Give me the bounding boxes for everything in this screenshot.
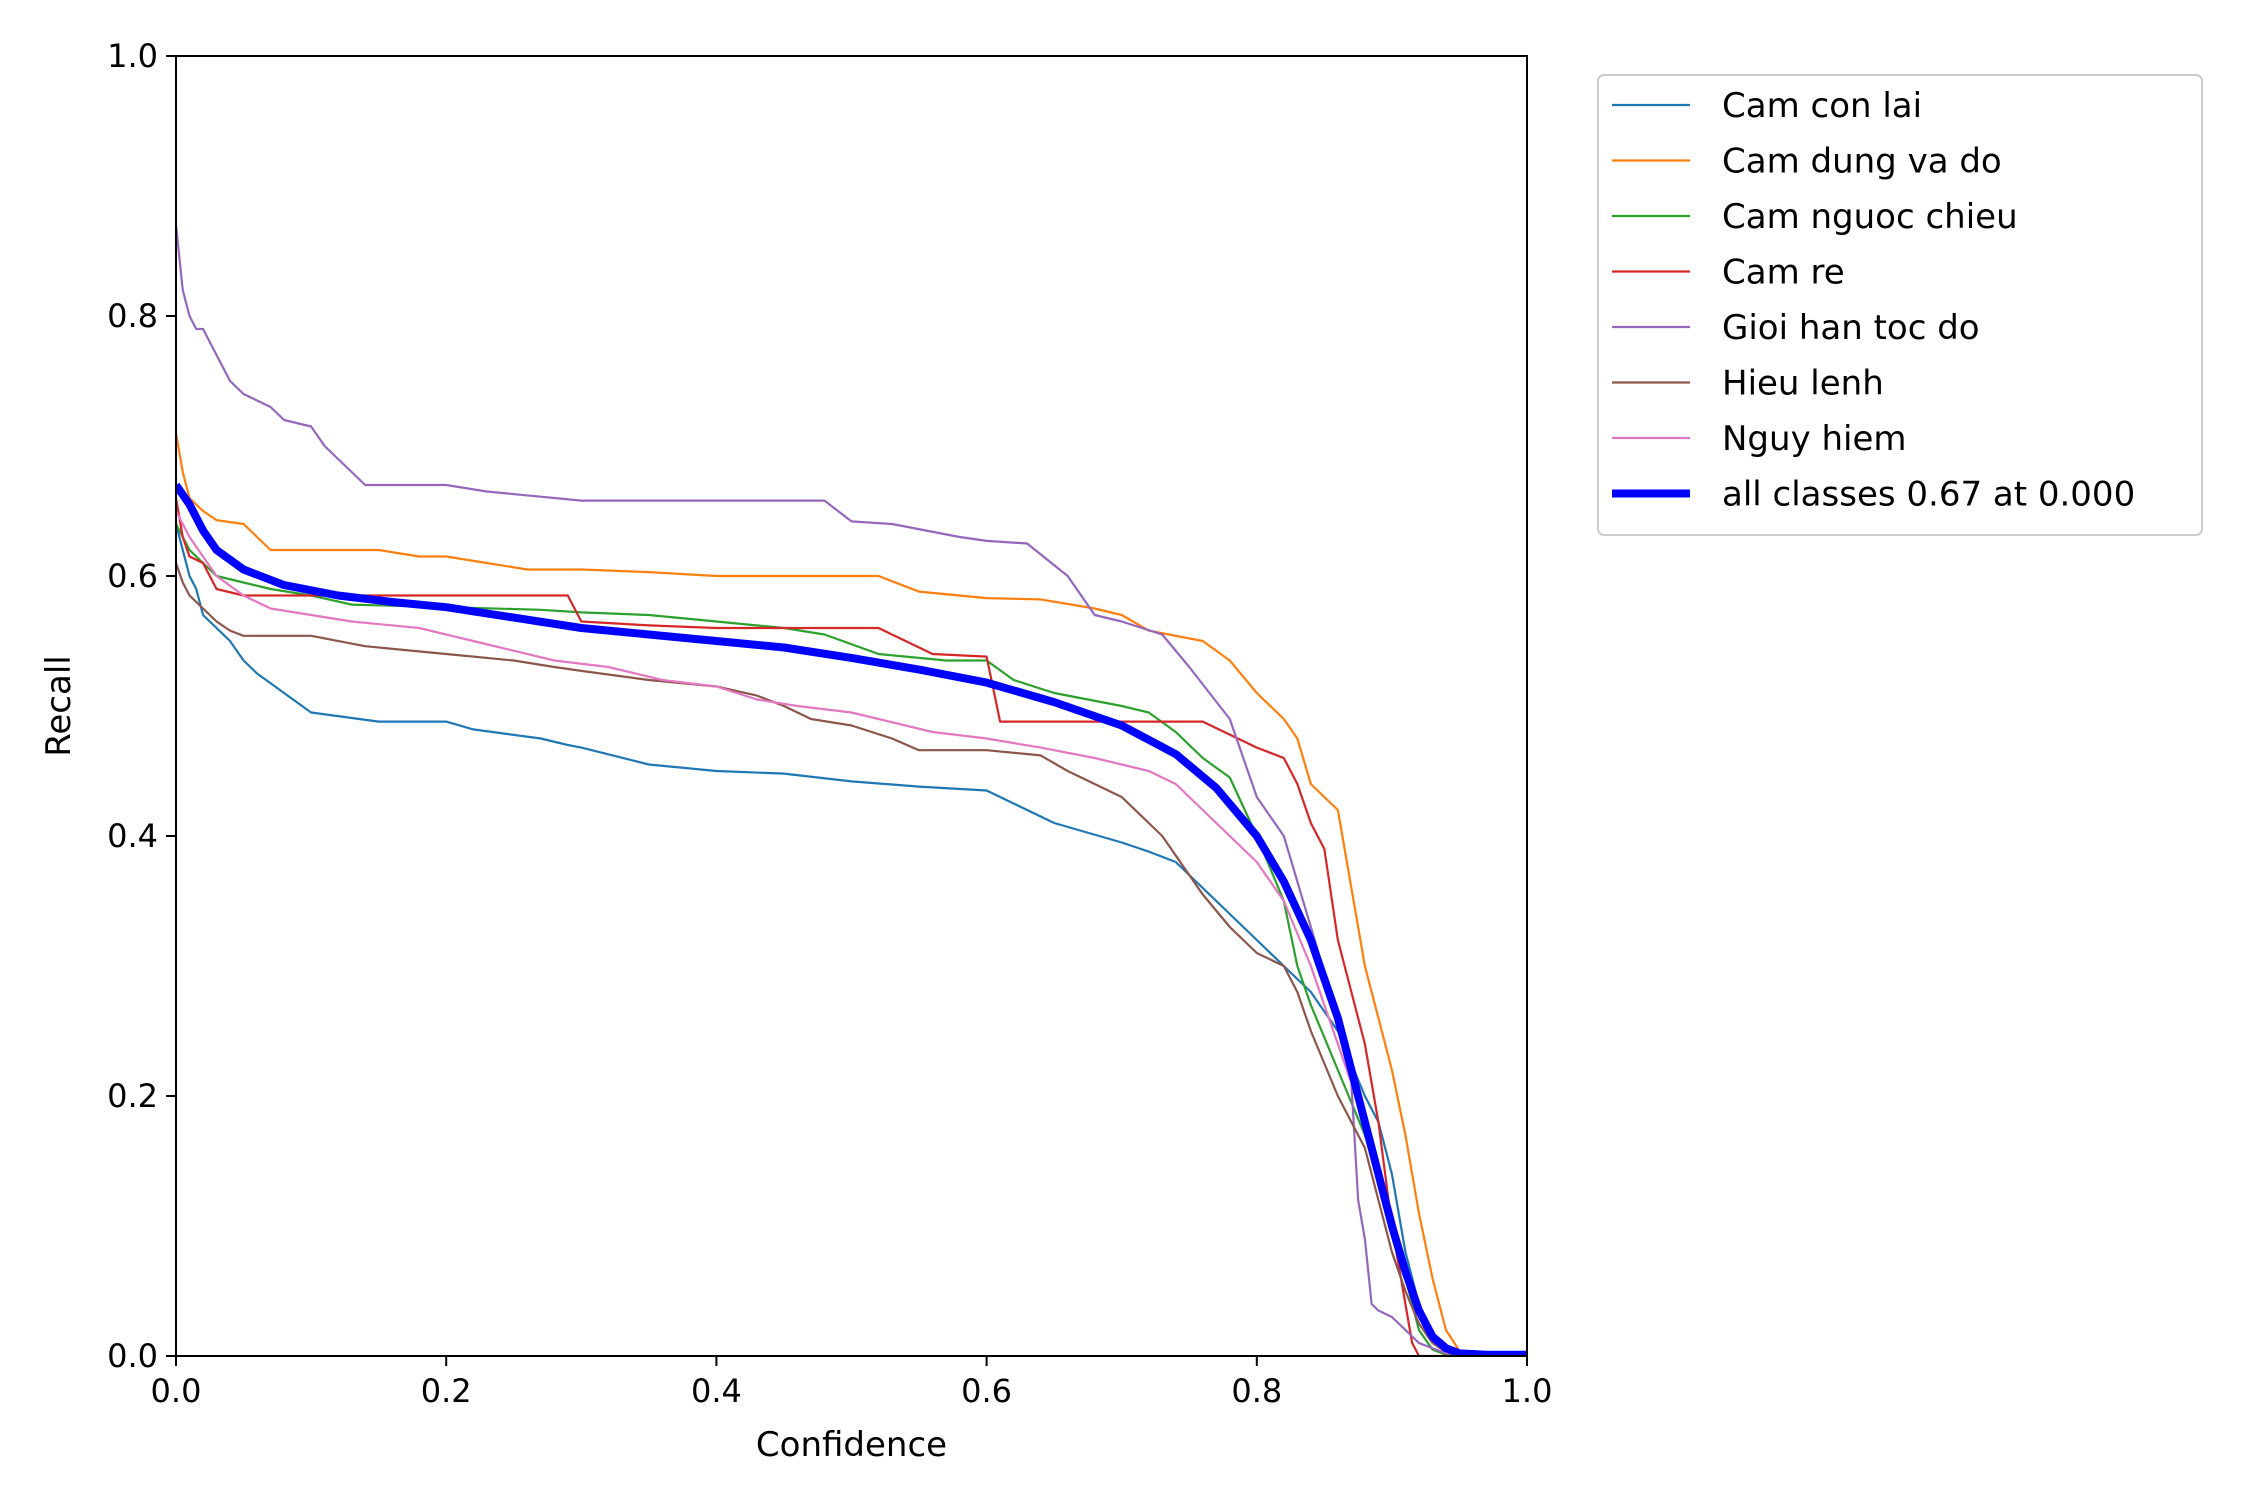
x-tick-label-4: 0.8: [1231, 1372, 1282, 1410]
series-line-1: [176, 523, 1527, 1356]
y-tick-label-5: 1.0: [107, 37, 158, 75]
y-tick-label-2: 0.4: [107, 817, 158, 855]
plot-frame: [175, 55, 1528, 1357]
legend-label-7: Nguy hiem: [1722, 419, 1907, 459]
x-axis-label: Confidence: [756, 1425, 947, 1465]
series-line-6: [176, 562, 1527, 1356]
y-tick-label-4: 0.8: [107, 297, 158, 335]
legend-label-5: Gioi han toc do: [1722, 308, 1980, 348]
series-line-3: [176, 523, 1527, 1356]
legend-label-6: Hieu lenh: [1722, 364, 1884, 404]
legend-box: [1597, 74, 2203, 536]
legend-label-4: Cam re: [1722, 253, 1845, 293]
x-tick-label-3: 0.6: [961, 1372, 1012, 1410]
series-line-7: [176, 510, 1527, 1356]
legend: Cam con lai Cam dung va do Cam nguoc chieu…: [1597, 74, 2203, 536]
x-tick-label-0: 0.0: [151, 1372, 202, 1410]
y-tick-label-0: 0.0: [107, 1337, 158, 1375]
series-line-4: [176, 497, 1527, 1356]
y-tick-label-1: 0.2: [107, 1077, 158, 1115]
legend-label-1: Cam con lai: [1722, 86, 1922, 126]
series-line-2: [176, 432, 1527, 1356]
legend-label-2: Cam dung va do: [1722, 142, 2002, 182]
series-line-8: [176, 482, 1527, 1356]
x-tick-label-5: 1.0: [1502, 1372, 1553, 1410]
legend-label-3: Cam nguoc chieu: [1722, 197, 2018, 237]
y-tick-label-3: 0.6: [107, 557, 158, 595]
y-axis-label: Recall: [39, 655, 79, 756]
legend-label-8: all classes 0.67 at 0.000: [1722, 475, 2135, 515]
x-tick-label-1: 0.2: [421, 1372, 472, 1410]
series-lines: [176, 224, 1527, 1356]
x-tick-label-2: 0.4: [691, 1372, 742, 1410]
series-line-5: [176, 224, 1527, 1356]
